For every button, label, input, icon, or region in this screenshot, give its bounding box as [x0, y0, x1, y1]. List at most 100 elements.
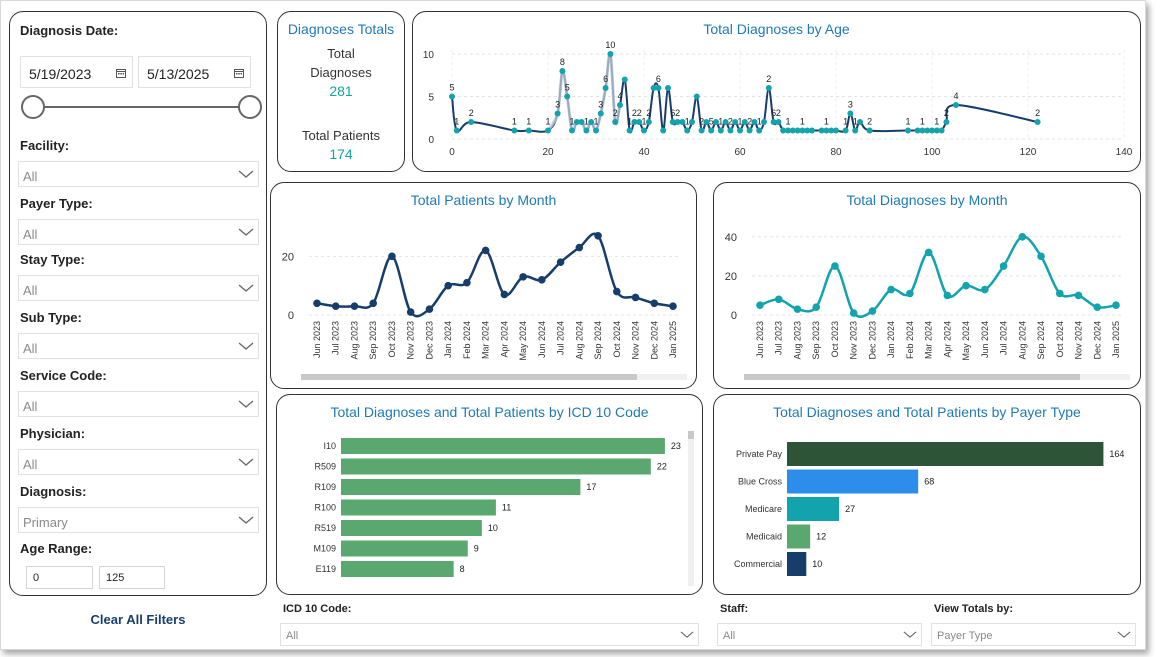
month-tick-label: Jul 2024 — [556, 321, 566, 355]
age-data-point — [756, 127, 763, 134]
month-tick-label: Nov 2023 — [406, 321, 416, 360]
age-data-label: 2 — [637, 108, 642, 118]
month-data-point — [556, 258, 565, 266]
icd-code-dropdown[interactable]: All — [280, 623, 699, 646]
y-tick-label: 40 — [725, 232, 737, 244]
bar — [341, 520, 482, 536]
age-data-label: 4 — [617, 91, 622, 101]
month-tick-label: Nov 2023 — [849, 321, 859, 360]
age-data-point — [655, 85, 662, 91]
month-data-point — [350, 302, 359, 310]
age-data-point — [852, 127, 859, 134]
icd-chart: I10 23 R509 22 R109 17 R100 11 R519 10 M109 9 E119 8 — [313, 431, 694, 586]
age-data-label: 1 — [934, 117, 939, 127]
age-data-point — [1034, 119, 1041, 125]
month-tick-label: Mar 2024 — [924, 321, 934, 359]
month-data-point — [868, 307, 877, 315]
month-data-point — [444, 281, 452, 290]
bar-category-label: Medicaid — [746, 532, 782, 542]
age-data-label: 1 — [920, 117, 925, 127]
bar-category-label: E119 — [316, 564, 336, 574]
diagnoses-month-card: Total Diagnoses by Month 0 20 40 Jun 2023 Ju… — [713, 182, 1141, 389]
month-data-point — [793, 305, 802, 313]
slider-handle-start[interactable] — [21, 95, 45, 119]
age-data-point — [789, 127, 796, 134]
bar-value-label: 10 — [488, 523, 498, 533]
age-min-input[interactable]: 0 — [26, 566, 93, 589]
bar — [341, 458, 651, 475]
x-tick-label: 100 — [924, 147, 941, 158]
month-data-point — [999, 262, 1008, 270]
month-data-point — [906, 289, 914, 298]
age-data-label: 10 — [605, 40, 615, 50]
age-data-point — [525, 127, 532, 134]
bar-category-label: R519 — [314, 523, 336, 533]
x-tick-label: 40 — [638, 147, 650, 158]
age-data-label: 2 — [699, 117, 704, 127]
age-data-point — [645, 119, 652, 125]
age-data-point — [631, 119, 638, 125]
payer-type-dropdown[interactable]: All — [18, 219, 259, 245]
physician-dropdown[interactable]: All — [18, 449, 259, 475]
calendar-icon[interactable] — [234, 68, 244, 78]
age-data-point — [914, 127, 921, 134]
month-tick-label: Sep 2024 — [593, 321, 603, 360]
month-tick-label: Apr 2024 — [499, 321, 509, 358]
view-totals-label: View Totals by: — [934, 603, 1014, 615]
age-data-point — [617, 102, 623, 108]
physician-value: All — [23, 457, 38, 472]
clear-all-filters-button[interactable]: Clear All Filters — [90, 612, 186, 627]
age-data-point — [933, 127, 940, 134]
scrollbar-thumb — [744, 374, 1080, 380]
age-data-point — [693, 93, 700, 100]
sub-type-dropdown[interactable]: All — [18, 333, 259, 359]
age-data-point — [559, 68, 566, 74]
month-tick-label: Mar 2024 — [481, 321, 491, 359]
chevron-down-icon — [238, 170, 254, 178]
age-data-label: 6 — [771, 108, 776, 118]
month-tick-label: Apr 2024 — [942, 321, 952, 358]
age-max-input[interactable]: 125 — [99, 566, 165, 589]
age-data-point — [453, 127, 460, 134]
age-data-label: 1 — [853, 117, 858, 127]
age-data-point — [593, 127, 599, 134]
age-data-label: 6 — [656, 74, 661, 84]
age-data-point — [674, 119, 681, 125]
month-data-point — [1093, 303, 1102, 311]
service-code-value: All — [23, 399, 38, 414]
scrollbar-thumb — [688, 431, 694, 439]
staff-value: All — [723, 630, 736, 642]
service-code-dropdown[interactable]: All — [18, 391, 259, 417]
age-data-label: 1 — [545, 117, 550, 127]
facility-dropdown[interactable]: All — [18, 161, 259, 187]
stay-type-dropdown[interactable]: All — [18, 275, 259, 301]
end-date-input[interactable]: 5/13/2025 — [138, 56, 251, 88]
month-data-point — [463, 278, 471, 287]
bar-category-label: M109 — [313, 544, 336, 554]
sub-type-label: Sub Type: — [20, 310, 82, 325]
diagnosis-dropdown[interactable]: Primary — [18, 507, 259, 533]
month-tick-label: Jul 2023 — [331, 321, 341, 355]
view-totals-dropdown[interactable]: Payer Type — [931, 623, 1136, 646]
staff-dropdown[interactable]: All — [717, 623, 922, 646]
age-data-point — [698, 127, 705, 134]
calendar-icon[interactable] — [116, 68, 126, 78]
month-tick-label: Jan 2024 — [443, 321, 453, 358]
chevron-down-icon — [238, 228, 254, 236]
age-data-point — [823, 127, 830, 134]
age-data-label: 2 — [613, 108, 618, 118]
start-date-input[interactable]: 5/19/2023 — [20, 56, 133, 88]
payer-chart: Private Pay 164 Blue Cross 68 Medicare 27 Medi… — [734, 442, 1124, 576]
month-data-point — [575, 243, 584, 252]
month-tick-label: Aug 2024 — [574, 321, 584, 360]
age-data-label: 3 — [848, 100, 853, 110]
month-data-point — [388, 252, 396, 261]
slider-handle-end[interactable] — [238, 95, 262, 119]
age-data-point — [641, 127, 647, 134]
age-data-point — [722, 119, 729, 125]
month-tick-label: Jun 2024 — [537, 321, 547, 358]
date-range-slider[interactable] — [19, 94, 265, 120]
bar-category-label: Medicare — [745, 504, 782, 514]
age-data-label: 2 — [776, 108, 781, 118]
